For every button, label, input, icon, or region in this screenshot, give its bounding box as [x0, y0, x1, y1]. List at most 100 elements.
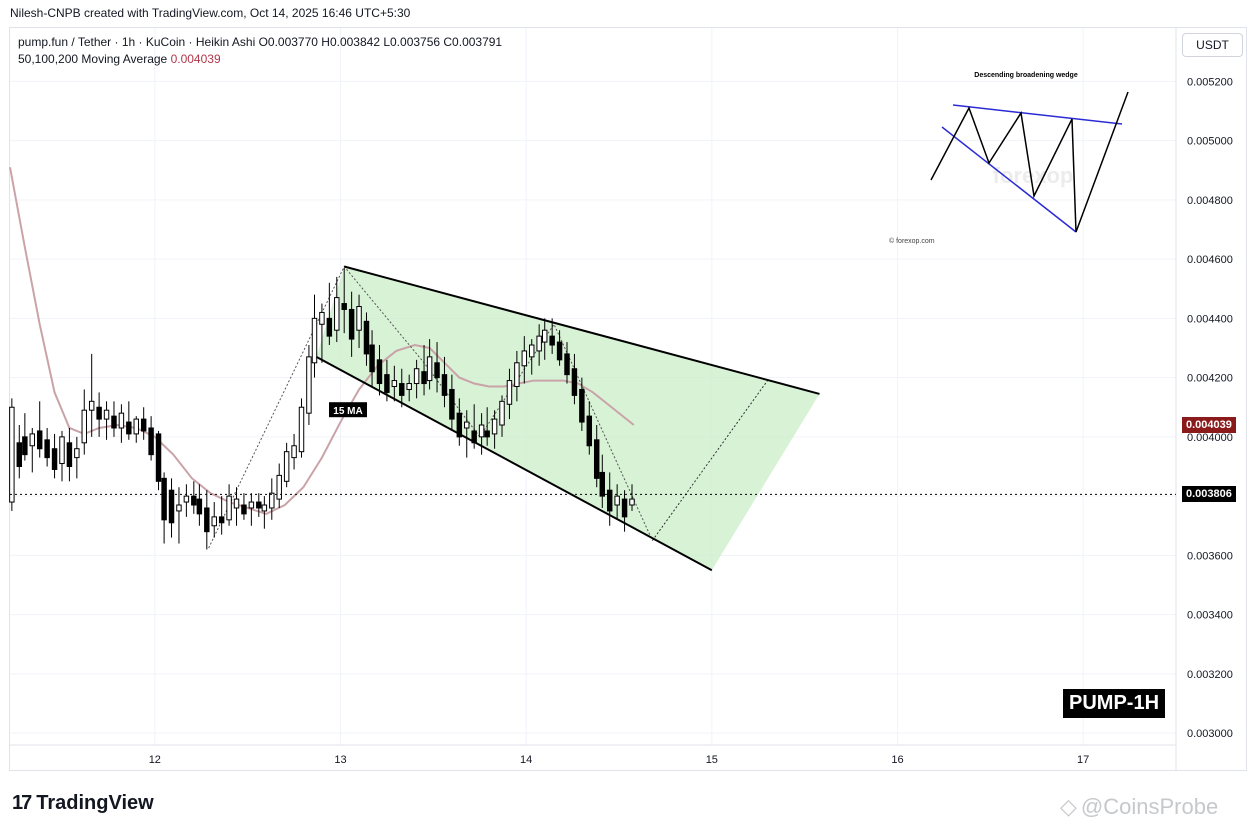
- candle-body: [564, 353, 570, 376]
- ma-legend-value: 0.004039: [170, 52, 221, 66]
- candle-body: [434, 362, 440, 379]
- tradingview-brand: TradingView: [36, 792, 154, 814]
- inset-title: Descending broadening wedge: [974, 72, 1078, 79]
- candle-body: [226, 495, 232, 521]
- candle-body: [391, 380, 398, 387]
- candle: [369, 330, 375, 387]
- inset-credit: © forexop.com: [889, 237, 935, 245]
- wedge-projection-fill: [316, 266, 820, 571]
- candle: [621, 490, 628, 532]
- candle: [276, 463, 282, 508]
- candle: [441, 356, 448, 408]
- candle-body: [298, 406, 305, 453]
- candle-body: [66, 442, 73, 467]
- candle-body: [276, 474, 282, 500]
- candle-body: [406, 383, 412, 390]
- candle: [456, 398, 463, 446]
- candle: [59, 430, 65, 482]
- ma-legend[interactable]: 50,100,200 Moving Average 0.004039: [18, 52, 221, 66]
- candle: [536, 324, 542, 366]
- candle: [484, 407, 490, 446]
- wedge-lower-trendline: [315, 355, 713, 572]
- x-tick-label: 16: [891, 754, 903, 766]
- candle-body: [356, 306, 362, 331]
- candle-body: [88, 400, 95, 411]
- candle: [226, 484, 232, 526]
- candle: [155, 430, 162, 491]
- candle: [29, 427, 36, 473]
- candle: [491, 410, 498, 449]
- candle-body: [261, 504, 268, 512]
- candle: [196, 484, 203, 526]
- tradingview-logo[interactable]: 17 TradingView: [12, 792, 154, 815]
- y-tick-label: 0.004600: [1187, 254, 1233, 266]
- candle: [421, 345, 427, 396]
- candle-body: [211, 516, 217, 527]
- candle: [22, 413, 28, 461]
- candle-body: [176, 504, 182, 512]
- candle-body: [536, 335, 542, 352]
- symbol-legend[interactable]: pump.fun / Tether · 1h · KuCoin · Heikin…: [18, 35, 503, 49]
- candle-body: [521, 350, 528, 367]
- currency-button[interactable]: USDT: [1182, 33, 1243, 57]
- candle-body: [506, 380, 513, 405]
- candle: [133, 416, 139, 443]
- dotted-path-line: [479, 323, 653, 541]
- candle: [204, 490, 210, 550]
- candle-body: [103, 409, 110, 420]
- y-tick-label: 0.003000: [1187, 728, 1233, 740]
- candle: [211, 502, 217, 538]
- inset-watermark: forexop: [993, 163, 1074, 188]
- ma-price-tag: 0.004039: [1182, 417, 1236, 434]
- candle: [341, 267, 347, 334]
- candle: [564, 342, 570, 384]
- candle-body: [51, 448, 58, 470]
- candle: [571, 353, 578, 405]
- y-tick-label: 0.004000: [1187, 432, 1233, 444]
- candle-body: [541, 329, 548, 343]
- candle: [376, 345, 383, 396]
- candle: [593, 425, 600, 488]
- candle-body: [126, 421, 132, 435]
- candle: [9, 398, 15, 511]
- candle-body: [36, 430, 43, 450]
- candle-body: [629, 498, 635, 506]
- candle-body: [44, 439, 50, 459]
- candle: [176, 487, 182, 544]
- x-tick-label: 13: [334, 754, 346, 766]
- candle-body: [363, 320, 370, 355]
- candle: [88, 353, 95, 437]
- candle: [614, 484, 620, 520]
- candle: [306, 345, 312, 426]
- candle-body: [183, 495, 190, 503]
- candle: [126, 401, 132, 440]
- candle-body: [456, 412, 463, 438]
- candle-body: [426, 356, 433, 382]
- candle: [363, 312, 370, 366]
- candle-body: [384, 374, 390, 393]
- pump-badge: PUMP-1H: [1063, 689, 1166, 718]
- candle-body: [283, 451, 290, 482]
- candle-body: [161, 477, 167, 521]
- candle-body: [241, 504, 247, 515]
- candle-body: [155, 433, 162, 482]
- candle: [283, 442, 290, 488]
- candle: [549, 318, 555, 354]
- candle: [168, 478, 175, 538]
- candle: [406, 374, 412, 402]
- candle-body: [614, 495, 620, 506]
- candle-body: [348, 308, 355, 340]
- candle: [579, 377, 585, 431]
- candle: [44, 427, 50, 467]
- candle: [103, 401, 110, 440]
- candle: [606, 472, 613, 526]
- candle-body: [191, 495, 197, 506]
- candle: [191, 481, 197, 514]
- y-tick-label: 0.005000: [1187, 136, 1233, 148]
- tradingview-mark-icon: 17: [12, 792, 32, 814]
- candle-body: [514, 362, 520, 387]
- candle: [311, 294, 318, 378]
- candle-body: [399, 383, 405, 396]
- y-tick-label: 0.005200: [1187, 76, 1233, 88]
